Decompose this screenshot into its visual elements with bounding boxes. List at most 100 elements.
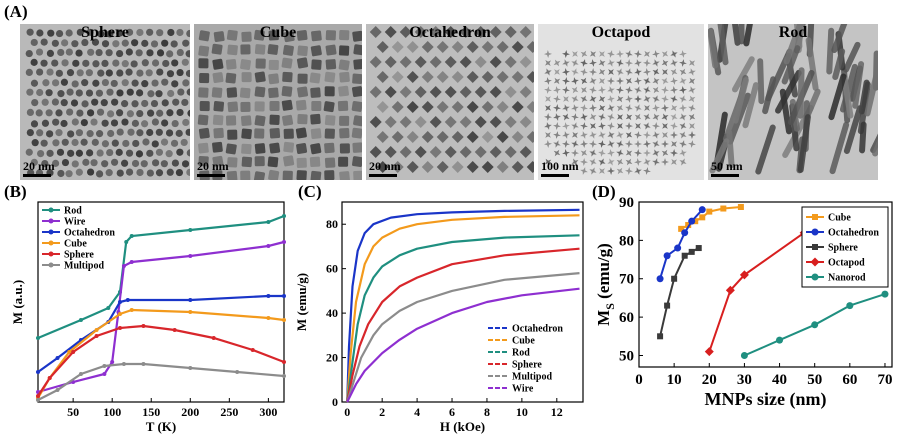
data-point bbox=[106, 306, 111, 310]
nanocube bbox=[282, 44, 294, 56]
data-point bbox=[55, 388, 60, 392]
nanoparticle bbox=[170, 139, 179, 147]
nanocube bbox=[297, 45, 308, 57]
data-point bbox=[720, 205, 727, 212]
nanoparticle bbox=[125, 68, 133, 76]
nano-octahedron bbox=[391, 161, 404, 173]
nanocube bbox=[323, 101, 335, 113]
octapod-particle bbox=[625, 122, 633, 130]
data-point bbox=[125, 298, 130, 302]
octapod-particle bbox=[562, 140, 570, 148]
panel-label-c: (C) bbox=[298, 182, 322, 201]
nanocube bbox=[324, 142, 335, 154]
octapod-particle bbox=[589, 131, 597, 139]
nanocube bbox=[241, 156, 253, 168]
tem-image-cube: 20 nm Cube bbox=[194, 24, 362, 180]
legend-label: Cube bbox=[64, 239, 87, 250]
nanoparticle bbox=[185, 128, 190, 136]
nanoparticle bbox=[146, 169, 154, 177]
nanocube bbox=[325, 44, 337, 56]
nanoparticle bbox=[101, 140, 110, 148]
octapod-particle bbox=[562, 131, 570, 139]
nanocube bbox=[309, 156, 321, 168]
legend-label: Rod bbox=[64, 206, 82, 217]
nanoparticle bbox=[185, 69, 190, 78]
nanoparticle bbox=[51, 98, 60, 106]
nanoparticle bbox=[60, 78, 69, 86]
nanoparticle bbox=[41, 98, 49, 106]
octapod-particle bbox=[571, 149, 579, 157]
nano-octahedron bbox=[489, 86, 502, 98]
nanocube bbox=[325, 30, 337, 41]
octapod-particle bbox=[652, 158, 660, 166]
nanocube bbox=[295, 127, 307, 139]
data-point bbox=[674, 244, 682, 252]
data-point bbox=[129, 260, 134, 264]
nanocube bbox=[309, 72, 321, 84]
nano-octahedron bbox=[444, 146, 457, 158]
nanoparticle bbox=[105, 69, 113, 77]
nano-octahedron bbox=[526, 41, 534, 53]
nano-octahedron bbox=[481, 131, 494, 143]
nanorod bbox=[731, 56, 755, 93]
octapod-particle bbox=[643, 50, 651, 58]
nano-octahedron bbox=[391, 131, 404, 143]
nanoparticle bbox=[55, 29, 64, 38]
octapod-particle bbox=[652, 68, 660, 76]
nanoparticle bbox=[167, 28, 175, 37]
y-tick-label: 50 bbox=[619, 348, 634, 364]
nano-octahedron bbox=[511, 41, 524, 53]
nanorod bbox=[826, 27, 835, 75]
octapod-particle bbox=[589, 167, 597, 175]
nano-octahedron bbox=[414, 116, 427, 128]
scale-bar bbox=[541, 174, 569, 177]
y-axis-label: MS (emu/g) bbox=[594, 243, 617, 326]
scale-bar bbox=[711, 174, 739, 177]
octapod-particle bbox=[545, 60, 551, 66]
nanoparticle bbox=[146, 28, 154, 36]
nanoparticle bbox=[65, 29, 73, 37]
nanoparticle bbox=[86, 28, 94, 36]
nanoparticle bbox=[171, 59, 179, 67]
octapod-particle bbox=[625, 158, 633, 166]
nanoparticle bbox=[71, 118, 79, 126]
nano-octahedron bbox=[421, 71, 434, 83]
nanocube bbox=[296, 29, 308, 41]
nanocube bbox=[198, 58, 209, 69]
nanoparticle bbox=[106, 30, 114, 38]
nano-octahedron bbox=[511, 101, 524, 113]
octapod-particle bbox=[553, 113, 561, 121]
nanoparticle bbox=[125, 28, 134, 36]
data-point bbox=[188, 366, 193, 370]
nano-octahedron bbox=[421, 131, 434, 143]
nanoparticle bbox=[105, 49, 113, 57]
nanoparticle bbox=[37, 150, 45, 158]
nanoparticle bbox=[66, 88, 74, 96]
nanocube bbox=[353, 115, 362, 127]
nanoparticle bbox=[112, 40, 120, 48]
legend-label: Nanorod bbox=[828, 273, 866, 284]
nanoparticle bbox=[136, 69, 144, 77]
x-axis-label: T (K) bbox=[146, 419, 176, 434]
octapod-particle bbox=[544, 86, 552, 94]
nano-octahedron bbox=[414, 56, 427, 68]
data-point bbox=[188, 254, 193, 258]
nano-octahedron bbox=[406, 161, 419, 173]
nano-octahedron bbox=[406, 101, 419, 113]
data-point bbox=[812, 214, 818, 220]
nanoparticle bbox=[82, 59, 90, 67]
nanoparticle bbox=[166, 109, 174, 117]
nanocube bbox=[338, 156, 349, 167]
nanoparticle bbox=[75, 129, 84, 137]
nanocube bbox=[211, 43, 223, 55]
nanocube bbox=[199, 73, 210, 84]
nanoparticle bbox=[115, 148, 123, 156]
nanocube bbox=[225, 72, 237, 84]
nanoparticle bbox=[145, 69, 153, 77]
nanoparticle bbox=[127, 128, 135, 136]
nanoparticle bbox=[101, 59, 109, 68]
octapod-particle bbox=[688, 77, 696, 85]
nanoparticle bbox=[75, 149, 84, 157]
data-point bbox=[737, 203, 744, 210]
x-tick-label: 10 bbox=[667, 372, 682, 388]
